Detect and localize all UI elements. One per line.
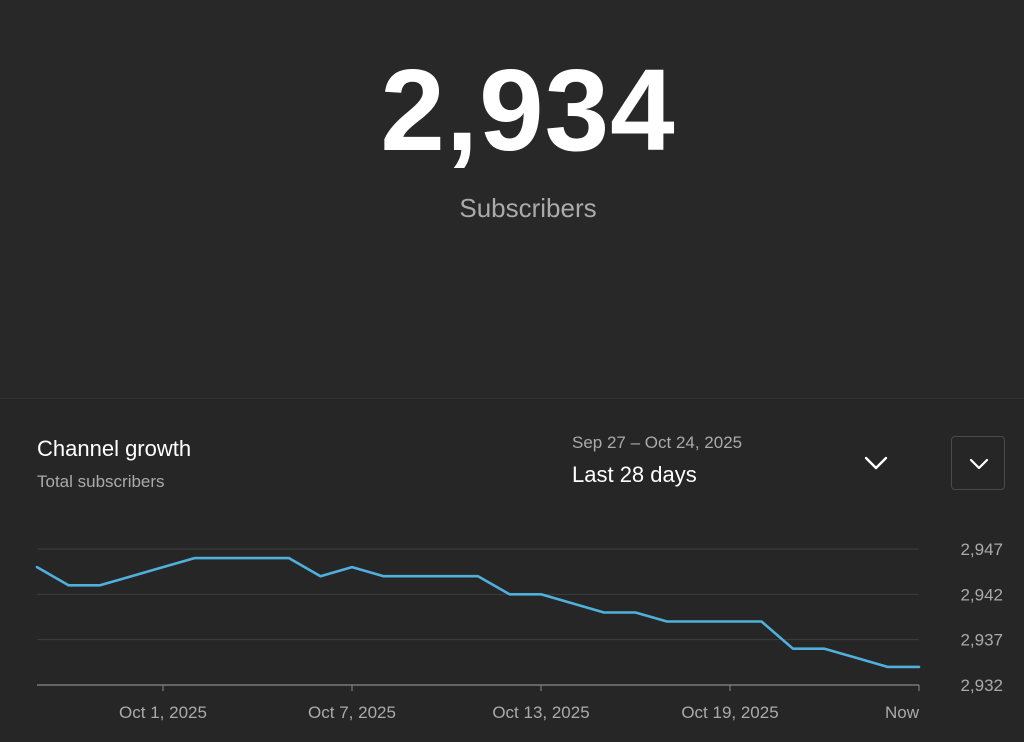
subscriber-line-chart: 2,947 2,942 2,937 2,932 Oct 1, 2025 Oct 7, 20… (35, 540, 1003, 722)
y-tick-label: 2,932 (960, 676, 1003, 695)
expand-button[interactable] (951, 436, 1005, 490)
series-line-total-subscribers (35, 556, 921, 669)
y-tick-label: 2,937 (960, 631, 1003, 650)
subscriber-count: 2,934 (380, 45, 676, 175)
x-tick-label: Oct 19, 2025 (681, 703, 778, 722)
chevron-down-icon[interactable] (860, 447, 892, 479)
section-divider (0, 398, 1024, 399)
x-tick-label: Oct 1, 2025 (119, 703, 207, 722)
x-tick-label: Oct 13, 2025 (492, 703, 589, 722)
y-tick-label: 2,942 (960, 585, 1003, 604)
period-selector-label[interactable]: Last 28 days (572, 462, 697, 487)
growth-title: Channel growth (37, 436, 192, 461)
subscriber-summary: 2,934 Subscribers (380, 45, 676, 223)
y-tick-label: 2,947 (960, 540, 1003, 559)
date-range-text: Sep 27 – Oct 24, 2025 (572, 433, 743, 452)
x-tick-label: Now (885, 703, 920, 722)
growth-subtitle: Total subscribers (37, 472, 165, 491)
chevron-down-icon (969, 458, 989, 470)
x-tick-label: Oct 7, 2025 (308, 703, 396, 722)
subscriber-label: Subscribers (459, 193, 597, 223)
